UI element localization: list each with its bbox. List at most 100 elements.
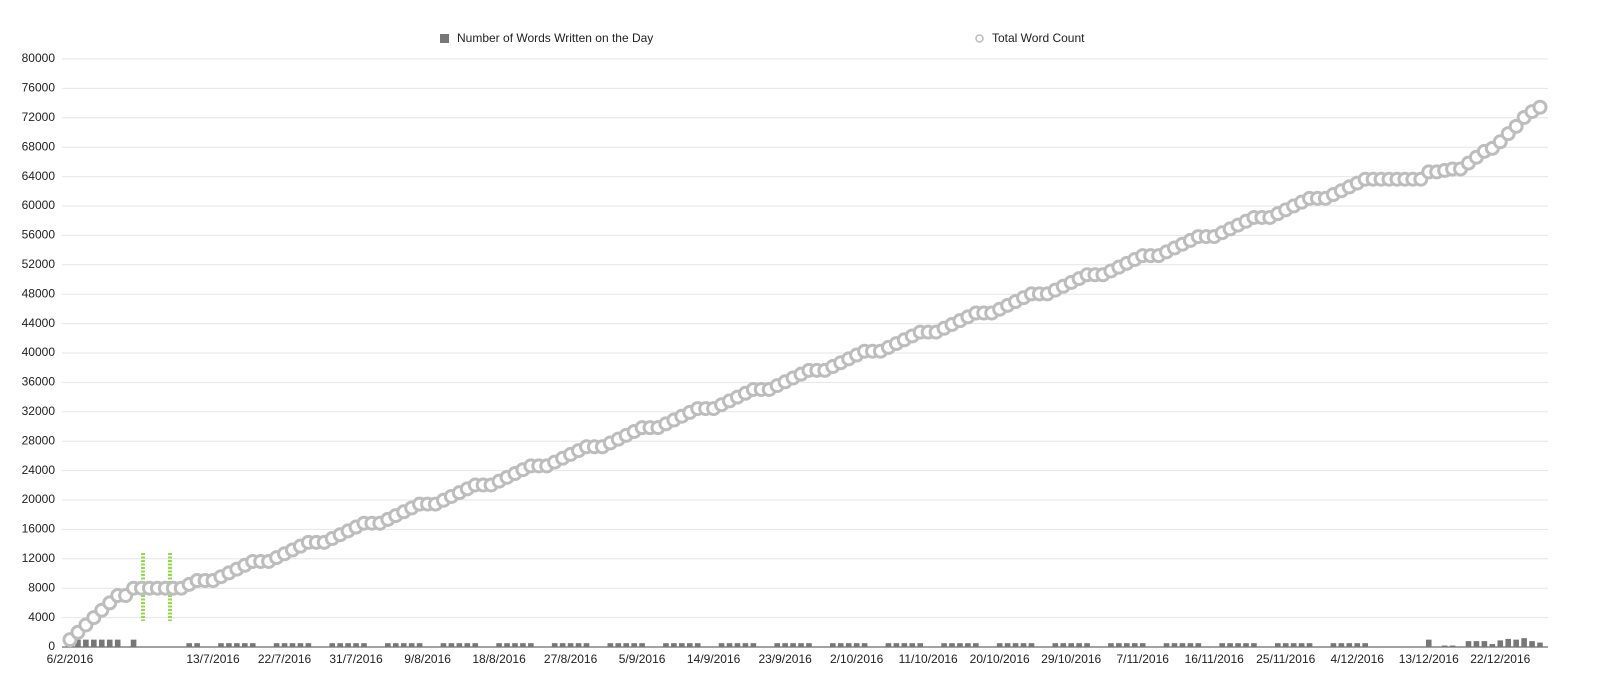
bar [909,643,916,647]
x-tick-label: 31/7/2016 [329,652,383,666]
bar [472,643,479,647]
bar [75,639,81,647]
x-tick-label: 27/8/2016 [544,652,598,666]
bar [1124,643,1130,647]
bar [464,643,471,647]
annotation-markers [141,553,172,621]
bar [1529,641,1535,647]
bar [408,643,415,647]
bar [1187,643,1194,647]
bar [1465,641,1472,647]
bar [1084,643,1090,647]
data-point [1532,99,1548,115]
bar [1362,643,1368,647]
bar [1163,643,1170,647]
x-tick-label: 23/9/2016 [758,652,812,666]
bar [1227,643,1233,647]
bar [790,643,796,647]
bar [353,643,359,647]
bar [798,643,804,647]
bar [837,643,844,647]
bar [1108,643,1114,647]
data-point [1508,118,1524,134]
bar [1116,643,1122,647]
y-tick-label: 48000 [22,286,56,300]
bar [1012,643,1019,647]
bar [273,643,280,647]
bar [996,643,1003,647]
legend-label: Number of Words Written on the Day [457,31,653,45]
x-tick-label: 25/11/2016 [1256,652,1315,666]
bar [893,643,900,647]
x-tick-label: 22/12/2016 [1470,652,1530,666]
x-tick-label: 11/10/2016 [899,652,958,666]
bar [106,639,113,647]
x-tick-label: 20/10/2016 [970,652,1030,666]
legend-item: Number of Words Written on the Day [440,31,653,45]
bar [1060,643,1067,647]
bar [750,643,757,647]
y-tick-label: 36000 [22,375,56,389]
x-tick-label: 29/10/2016 [1041,652,1101,666]
bar [917,643,924,647]
bar [1195,643,1202,647]
bar [1330,643,1337,647]
bar [1306,643,1313,647]
bar [1346,643,1353,647]
bar [559,643,566,647]
bar [456,643,463,647]
bar [1028,643,1035,647]
bar [1521,638,1527,647]
bar [965,643,971,647]
bar [941,643,947,647]
bar [226,643,232,647]
plot-back [62,58,1548,648]
bar [400,643,407,647]
x-tick-label: 14/9/2016 [687,652,741,666]
x-tick-label: 13/12/2016 [1399,652,1459,666]
y-tick-label: 52000 [22,257,56,271]
bar [416,643,423,647]
bar [575,643,582,647]
y-tick-label: 28000 [22,433,56,447]
y-tick-label: 80000 [22,51,56,65]
y-tick-label: 60000 [22,198,56,212]
y-tick-label: 32000 [22,404,56,418]
x-tick-label: 13/7/2016 [186,652,240,666]
bar [1251,643,1257,647]
y-tick-label: 56000 [22,228,56,242]
bar [631,643,637,647]
bar [242,643,248,647]
bar [1481,641,1488,647]
bar [1020,643,1027,647]
bar [957,643,963,647]
bar [1290,643,1297,647]
x-tick-label: 18/8/2016 [472,652,526,666]
bar [734,643,741,647]
bar [281,643,288,647]
bar [1425,639,1432,647]
bar [830,643,836,647]
bar [1354,643,1361,647]
bar [845,643,852,647]
bar [234,643,240,647]
bar [186,643,192,647]
bar [567,643,574,647]
bar [194,643,200,647]
bar [1489,644,1496,647]
bar [504,643,510,647]
x-tick-label: 16/11/2016 [1185,652,1244,666]
bar [623,643,630,647]
bar [1131,643,1138,647]
bar [718,643,725,647]
bar [861,643,868,647]
y-tick-label: 72000 [22,110,56,124]
legend-item: Total Word Count [975,31,1085,45]
bar [1298,643,1305,647]
bar [337,643,343,647]
bar [1068,643,1074,647]
bar [1179,643,1186,647]
y-tick-label: 8000 [28,580,55,594]
bar [448,643,455,647]
